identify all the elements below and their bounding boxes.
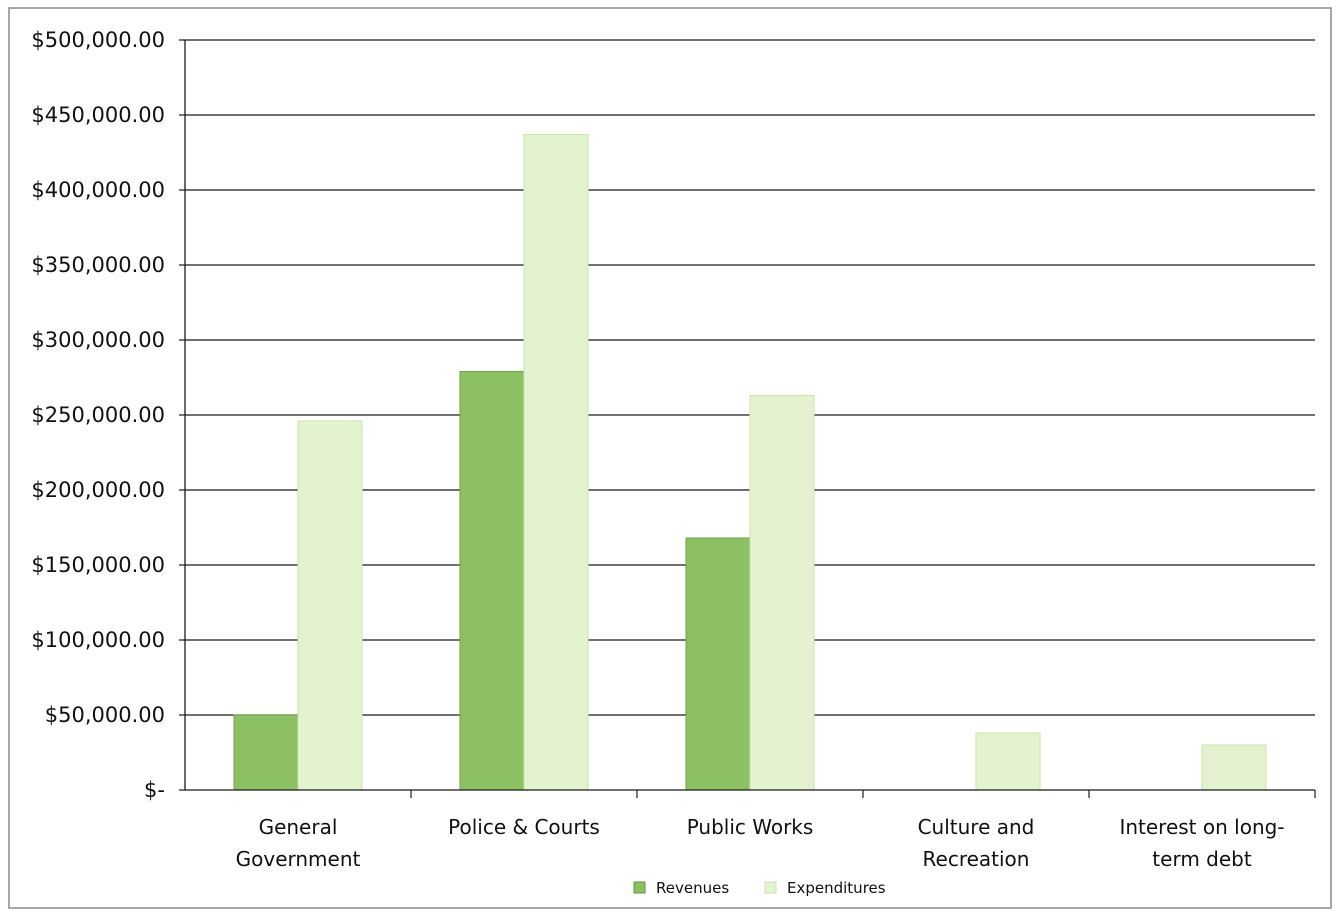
legend-label-revenues: Revenues [656,879,729,897]
y-tick-label: $- [144,778,165,802]
y-tick-label: $50,000.00 [45,703,165,727]
legend-swatch-revenues [633,881,646,894]
x-category-label: Government [236,847,361,871]
x-category-label: General [259,815,338,839]
chart-border [8,7,1332,909]
bar-expenditures-1 [523,134,589,791]
y-axis-tick-labels: $500,000.00 $450,000.00 $400,000.00 $350,00… [31,28,165,802]
x-category-label: term debt [1152,847,1252,871]
y-tick-label: $100,000.00 [31,628,165,652]
x-category-label: Public Works [687,815,814,839]
y-tick-label: $150,000.00 [31,553,165,577]
bar-revenues-2 [685,537,751,791]
legend-label-expenditures: Expenditures [787,879,886,897]
y-tick-label: $350,000.00 [31,253,165,277]
axes [179,39,1316,798]
x-axis-category-labels: General Government Police & Courts Public W… [236,815,1285,871]
y-tick-label: $450,000.00 [31,103,165,127]
y-tick-label: $250,000.00 [31,403,165,427]
x-category-label: Culture and [918,815,1035,839]
y-tick-label: $200,000.00 [31,478,165,502]
bar-revenues-0 [233,714,299,791]
y-tick-label: $300,000.00 [31,328,165,352]
bar-expenditures-3 [975,732,1041,791]
bar-expenditures-4 [1201,744,1267,791]
bar-expenditures-2 [749,395,815,791]
bar-expenditures-0 [297,420,363,791]
y-tick-label: $500,000.00 [31,28,165,52]
legend: Revenues Expenditures [633,879,886,897]
x-category-label: Recreation [923,847,1030,871]
bar-revenues-1 [459,371,525,791]
x-category-label: Police & Courts [448,815,600,839]
x-category-label: Interest on long- [1119,815,1284,839]
y-tick-label: $400,000.00 [31,178,165,202]
legend-swatch-expenditures [764,881,777,894]
